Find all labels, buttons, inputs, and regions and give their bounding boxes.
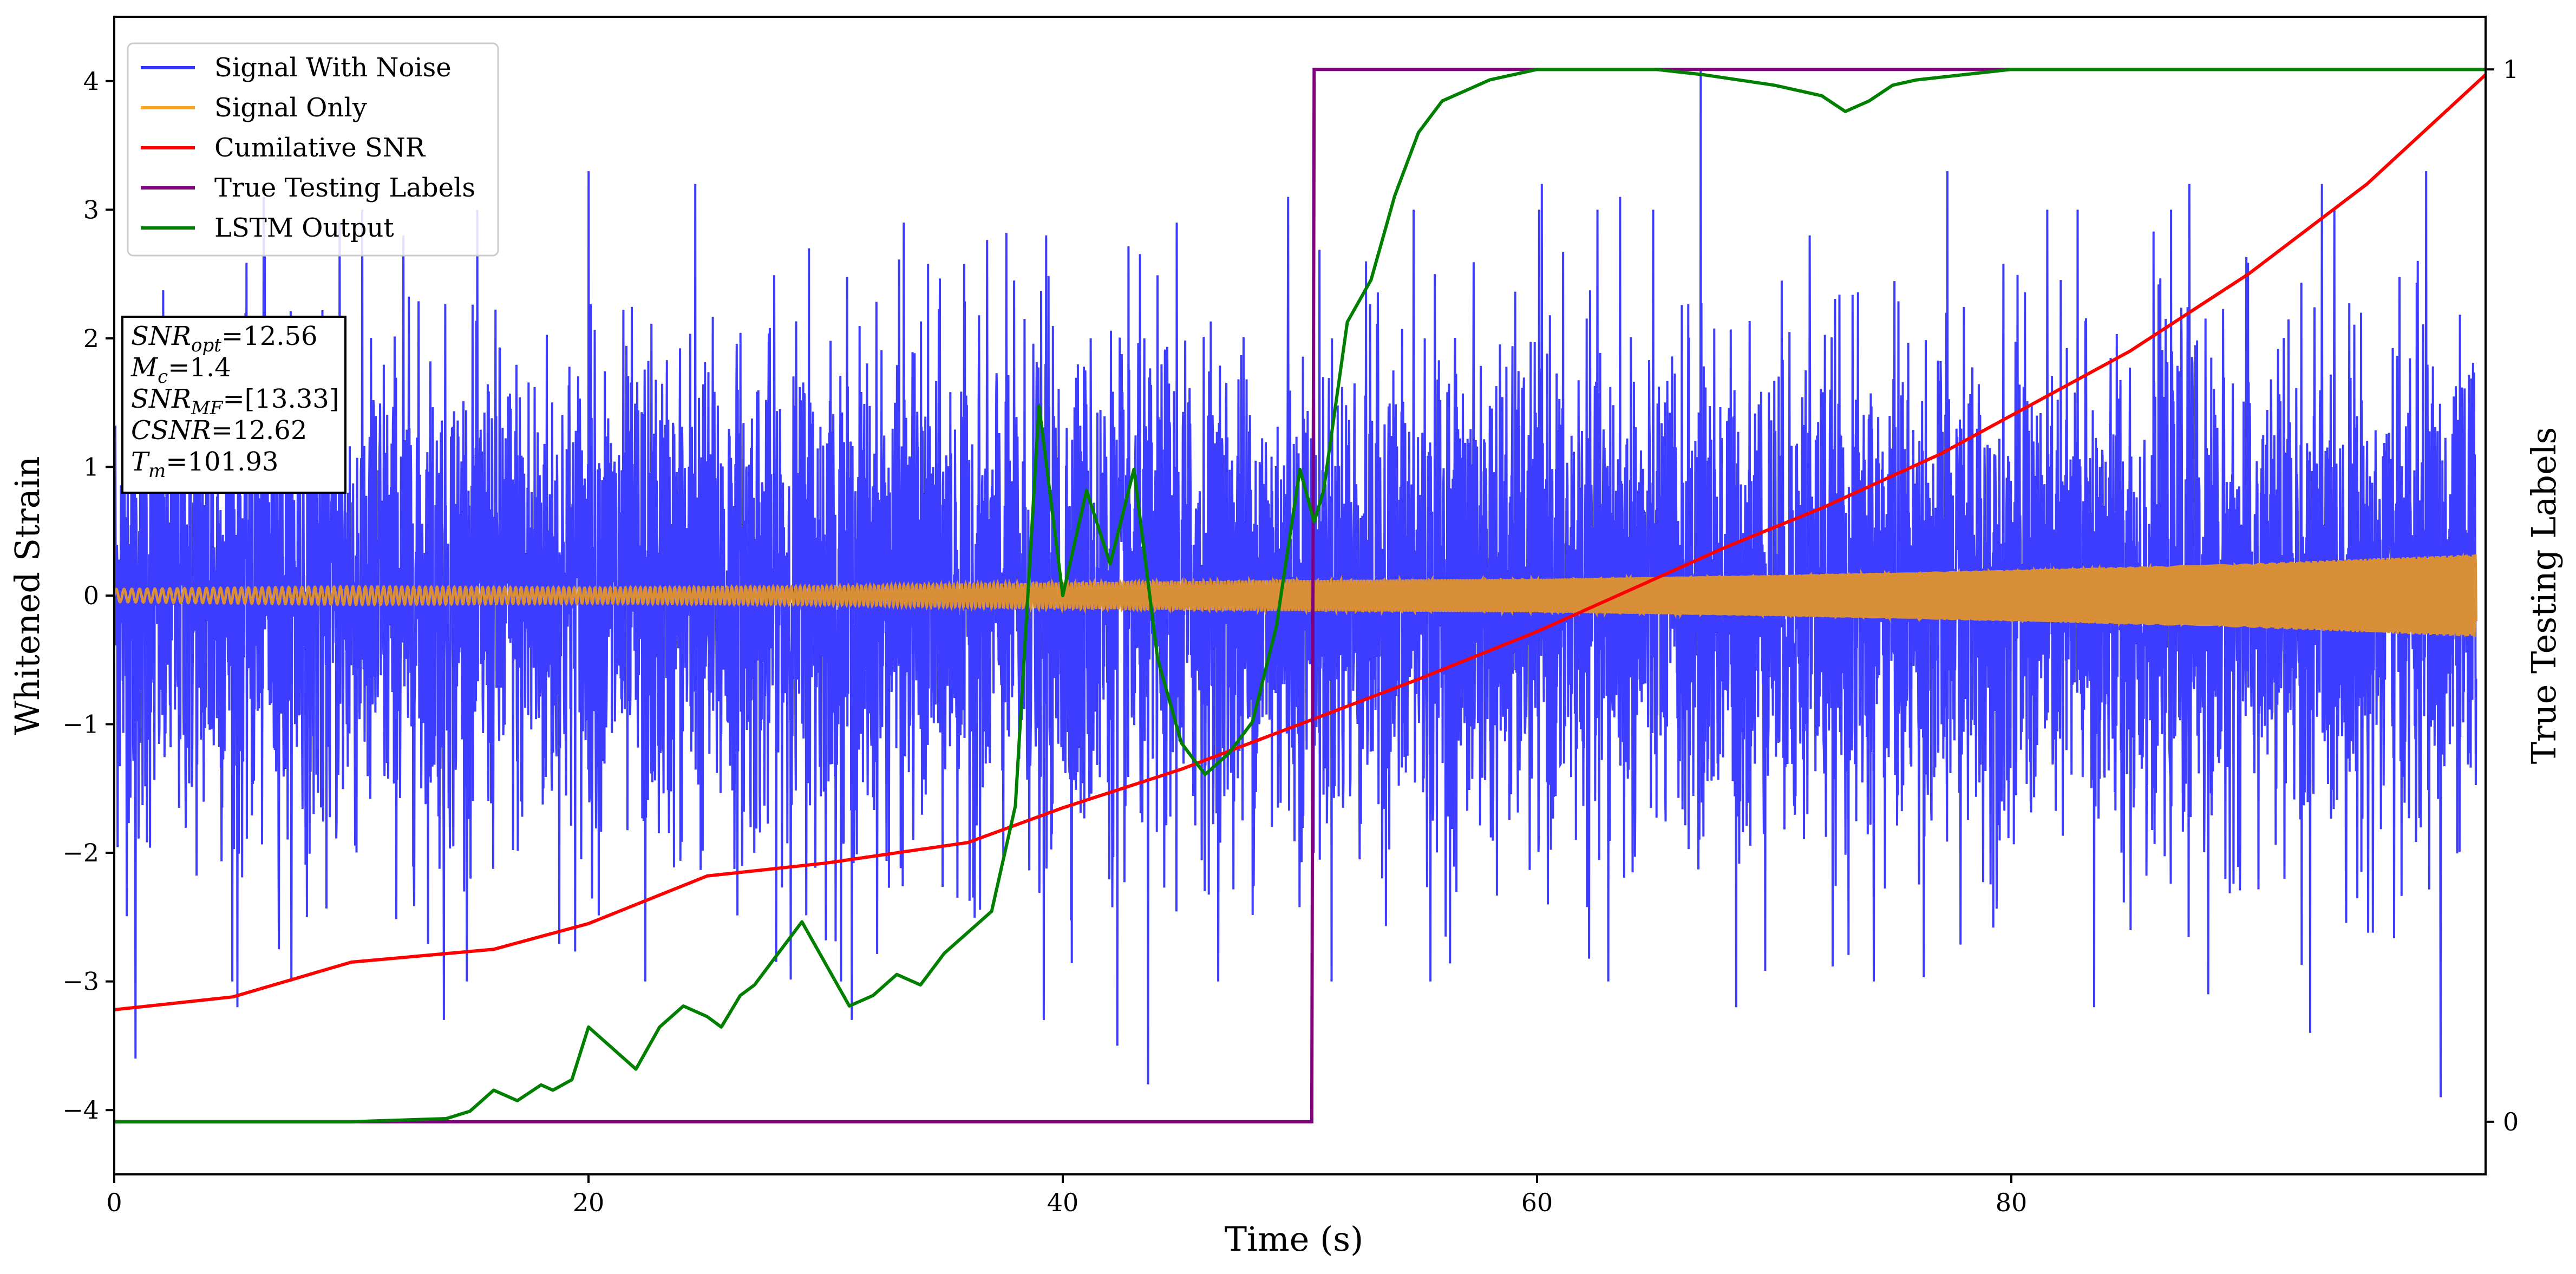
legend-entry-label: True Testing Labels xyxy=(214,173,475,203)
y-left-tick-label: 1 xyxy=(83,452,99,481)
annotation-line: Mc=1.4 xyxy=(130,352,231,388)
legend-entry-label: Signal Only xyxy=(214,93,367,123)
annotation-line: SNRMF=[13.33] xyxy=(131,384,339,419)
legend-entry-label: Cumilative SNR xyxy=(214,133,426,163)
x-axis-ticks: 0 20 40 60 80 xyxy=(106,1174,2027,1217)
legend-entry-label: LSTM Output xyxy=(214,213,394,243)
annotation-line: Tm=101.93 xyxy=(131,447,278,482)
legend-frame xyxy=(127,42,499,257)
x-tick-label: 80 xyxy=(1996,1188,2028,1217)
annotation-line: SNRopt=12.56 xyxy=(131,321,318,356)
y-left-tick-label: −4 xyxy=(62,1095,99,1125)
y-left-tick-label: −2 xyxy=(62,838,99,867)
x-tick-label: 60 xyxy=(1521,1188,1553,1217)
legend: Signal With Noise Signal Only Cumilative S… xyxy=(127,42,499,257)
series-true-testing-labels xyxy=(114,68,2486,1123)
y-left-axis-ticks: −4 −3 −2 −1 0 1 2 3 4 xyxy=(62,67,114,1125)
y-right-tick-label: 1 xyxy=(2503,55,2519,84)
y-right-axis-ticks: 01 xyxy=(2486,55,2519,1136)
x-tick-label: 40 xyxy=(1047,1188,1079,1217)
legend-entry-label: Signal With Noise xyxy=(214,53,452,83)
y-left-tick-label: 2 xyxy=(83,324,99,353)
parameter-annotation-box: SNRopt=12.56Mc=1.4SNRMF=[13.33]CSNR=12.6… xyxy=(121,316,346,494)
series-layer xyxy=(114,68,2486,1123)
annotation-frame xyxy=(121,316,346,494)
y-left-tick-label: −1 xyxy=(62,710,99,739)
series-lstm-output xyxy=(114,68,2486,1123)
y-left-tick-label: 3 xyxy=(83,195,99,224)
x-tick-label: 20 xyxy=(573,1188,605,1217)
series-signal-only xyxy=(114,552,2477,637)
x-tick-label: 0 xyxy=(106,1188,122,1217)
y-left-tick-label: 0 xyxy=(83,581,99,610)
annotation-line: CSNR=12.62 xyxy=(131,415,307,446)
y-right-tick-label: 0 xyxy=(2503,1107,2519,1136)
x-axis-title: Time (s) xyxy=(1225,1219,1364,1259)
series-cumilative-snr xyxy=(114,73,2486,1011)
y-left-axis-title: Whitened Strain xyxy=(8,456,47,735)
y-right-axis-title: True Testing Labels xyxy=(2524,427,2564,765)
y-left-tick-label: 4 xyxy=(83,67,99,96)
y-left-tick-label: −3 xyxy=(62,967,99,996)
